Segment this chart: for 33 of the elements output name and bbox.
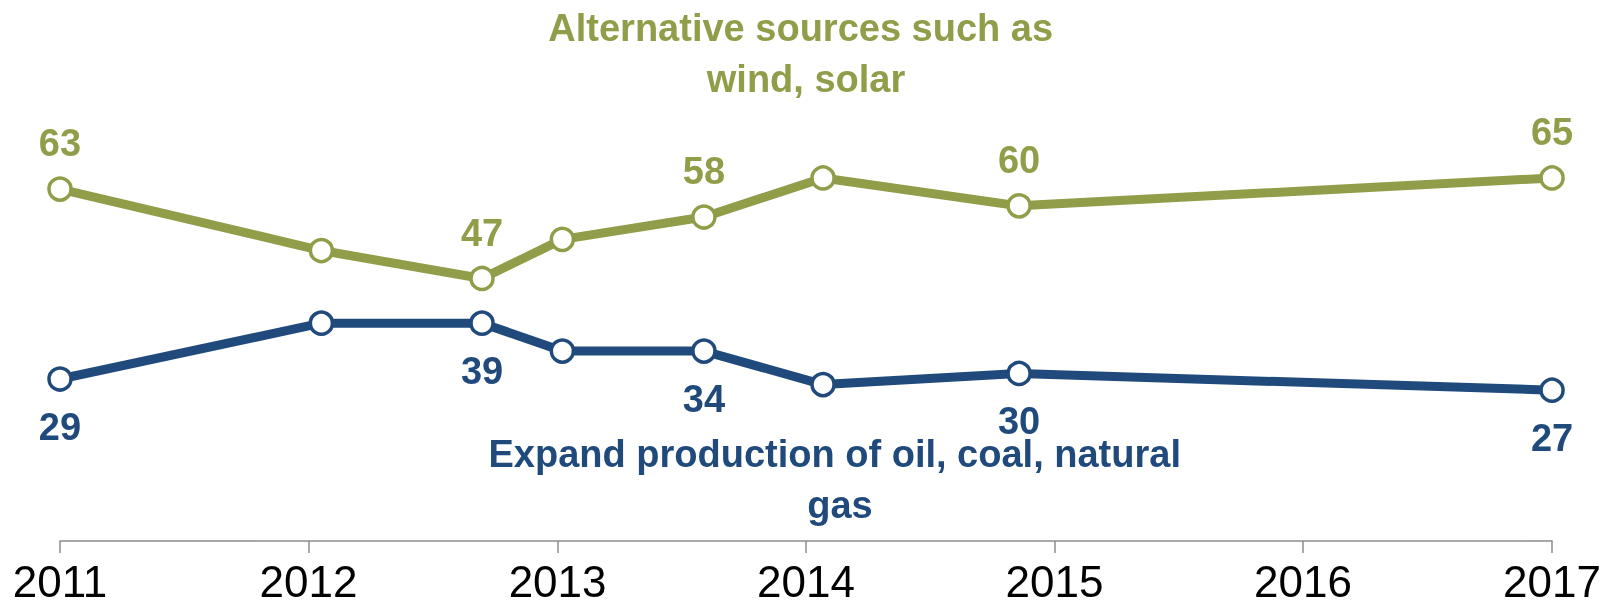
x-tick-label: 2015 — [1005, 556, 1104, 606]
point — [1006, 360, 1032, 387]
point — [47, 366, 73, 392]
point — [469, 265, 495, 292]
point — [691, 338, 717, 364]
point — [810, 371, 836, 398]
point — [308, 237, 335, 264]
point — [469, 310, 495, 336]
x-tick-label: 2013 — [508, 556, 607, 606]
data-label: 27 — [1530, 416, 1574, 459]
point — [810, 165, 836, 191]
point — [1539, 377, 1565, 403]
point — [1539, 165, 1565, 191]
point — [549, 338, 576, 364]
data-label: 60 — [997, 139, 1041, 182]
text: Alternative sources such as wind, solar — [548, 6, 1064, 100]
x-tick-label: 2011 — [12, 556, 108, 606]
x-tick-label: 2016 — [1253, 556, 1352, 606]
data-label: 65 — [1530, 111, 1574, 154]
data-label: 58 — [682, 150, 726, 193]
data-label: 39 — [460, 349, 504, 392]
data-label: 34 — [682, 377, 726, 420]
point — [308, 310, 335, 336]
data-label: 29 — [38, 405, 82, 448]
data-label: 63 — [38, 122, 82, 165]
x-tick-label: 2014 — [757, 556, 855, 606]
point — [691, 204, 717, 230]
point — [1006, 193, 1032, 219]
x-tick-label: 2012 — [259, 556, 358, 606]
point — [549, 226, 576, 253]
point — [47, 176, 73, 202]
data-label: 47 — [460, 211, 504, 254]
x-tick-label: 2017 — [1503, 556, 1601, 606]
